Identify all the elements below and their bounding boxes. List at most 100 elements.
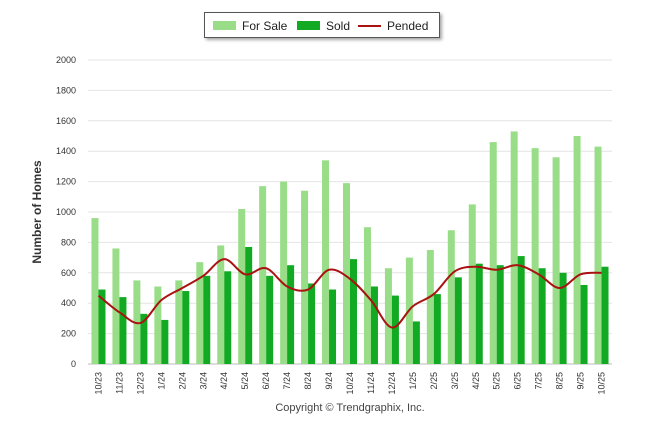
bar-sold xyxy=(245,246,253,364)
x-tick-label: 10/25 xyxy=(597,372,607,395)
y-tick-label: 400 xyxy=(61,298,76,308)
bar-sold xyxy=(161,319,169,364)
legend: For Sale Sold Pended xyxy=(204,12,440,38)
x-tick-label: 8/25 xyxy=(555,372,565,390)
y-tick-label: 1200 xyxy=(56,177,76,187)
x-tick-label: 9/24 xyxy=(324,372,334,390)
x-tick-label: 12/24 xyxy=(387,372,397,395)
bar-for-sale xyxy=(552,157,560,364)
y-tick-label: 2000 xyxy=(56,55,76,65)
x-tick-label: 6/24 xyxy=(261,372,271,390)
x-tick-labels: 10/23 11/23 12/23 1/24 2/24 3/24 4/24 5/24 6/24 7… xyxy=(93,372,606,395)
legend-item-pended: Pended xyxy=(358,18,429,33)
legend-label-pended: Pended xyxy=(387,18,429,33)
pended-line xyxy=(97,258,602,329)
y-tick-label: 1600 xyxy=(56,116,76,126)
y-tick-label: 200 xyxy=(61,329,76,339)
bar-for-sale xyxy=(510,131,518,364)
legend-item-sold: Sold xyxy=(297,18,351,33)
bar-sold xyxy=(559,272,567,364)
bar-sold xyxy=(119,297,127,364)
bar-for-sale xyxy=(280,181,288,364)
y-tick-labels: 0 200 400 600 800 1000 1200 1400 1600 1800 2000 xyxy=(56,55,76,369)
bar-sold xyxy=(496,265,504,364)
bar-sold xyxy=(203,275,211,364)
bar-for-sale xyxy=(112,248,120,364)
bar-for-sale xyxy=(447,230,455,364)
bar-for-sale xyxy=(154,286,162,364)
bar-sold xyxy=(517,256,525,364)
x-tick-label: 4/25 xyxy=(471,372,481,390)
bar-for-sale xyxy=(468,204,476,364)
bar-for-sale xyxy=(384,268,392,364)
copyright-credit: Copyright © Trendgraphix, Inc. xyxy=(275,402,425,414)
bar-for-sale xyxy=(217,245,225,364)
pended-series-line xyxy=(97,258,602,329)
bar-sold xyxy=(224,271,232,364)
bar-sold xyxy=(266,275,274,364)
bar-for-sale xyxy=(175,280,183,364)
bar-for-sale xyxy=(196,262,204,364)
x-tick-label: 12/23 xyxy=(135,372,145,395)
bar-sold xyxy=(370,286,378,364)
bar-for-sale xyxy=(343,183,350,364)
bar-sold xyxy=(601,266,609,364)
bar-sold xyxy=(308,283,316,364)
x-tick-label: 9/25 xyxy=(576,372,586,390)
bar-sold xyxy=(350,259,357,364)
x-tick-label: 3/24 xyxy=(198,372,208,390)
y-tick-label: 800 xyxy=(61,237,76,247)
y-tick-label: 1400 xyxy=(56,146,76,156)
x-tick-label: 5/25 xyxy=(492,372,502,390)
x-tick-label: 2/25 xyxy=(429,372,439,390)
bar-for-sale xyxy=(594,146,602,364)
y-tick-label: 1000 xyxy=(56,207,76,217)
legend-label-for-sale: For Sale xyxy=(242,18,288,33)
y-axis-label: Number of Homes xyxy=(30,160,44,264)
bars xyxy=(91,131,609,364)
x-tick-label: 8/24 xyxy=(303,372,313,390)
bar-sold xyxy=(412,321,420,364)
bar-sold xyxy=(433,294,441,364)
bar-sold xyxy=(182,291,190,364)
x-tick-label: 3/25 xyxy=(450,372,460,390)
x-tick-label: 11/24 xyxy=(366,372,376,394)
x-tick-label: 1/25 xyxy=(408,372,418,390)
bar-for-sale xyxy=(531,148,539,364)
legend-swatch-sold xyxy=(297,21,320,30)
x-tick-label: 11/23 xyxy=(114,372,124,394)
legend-swatch-pended xyxy=(358,24,381,27)
bar-for-sale xyxy=(301,190,309,364)
x-tick-label: 6/25 xyxy=(513,372,523,390)
bar-for-sale xyxy=(259,186,267,364)
x-tick-label: 4/24 xyxy=(219,372,229,390)
x-tick-label: 7/24 xyxy=(282,372,292,390)
bar-for-sale xyxy=(91,218,99,364)
bar-sold xyxy=(329,289,337,364)
x-tick-label: 10/23 xyxy=(93,372,103,395)
bar-sold xyxy=(538,268,546,364)
legend-label-sold: Sold xyxy=(326,18,351,33)
bar-sold xyxy=(287,265,295,364)
bar-sold xyxy=(140,313,148,364)
bar-for-sale xyxy=(238,208,246,364)
x-tick-label: 1/24 xyxy=(156,372,166,390)
y-tick-label: 1800 xyxy=(56,85,76,95)
bar-for-sale xyxy=(573,136,581,364)
bar-for-sale xyxy=(322,160,330,364)
y-tick-label: 600 xyxy=(61,268,76,278)
legend-item-for-sale: For Sale xyxy=(213,18,288,33)
bar-sold xyxy=(98,289,106,364)
bar-sold xyxy=(391,295,399,364)
bar-sold xyxy=(454,277,462,364)
bar-for-sale xyxy=(426,250,434,364)
bar-sold xyxy=(580,284,588,364)
x-tick-label: 7/25 xyxy=(534,372,544,390)
bar-for-sale xyxy=(489,142,497,364)
x-tick-label: 5/24 xyxy=(240,372,250,390)
y-tick-label: 0 xyxy=(71,359,76,369)
x-tick-label: 10/24 xyxy=(345,372,355,395)
x-tick-label: 2/24 xyxy=(177,372,187,390)
legend-swatch-for-sale xyxy=(213,21,236,30)
